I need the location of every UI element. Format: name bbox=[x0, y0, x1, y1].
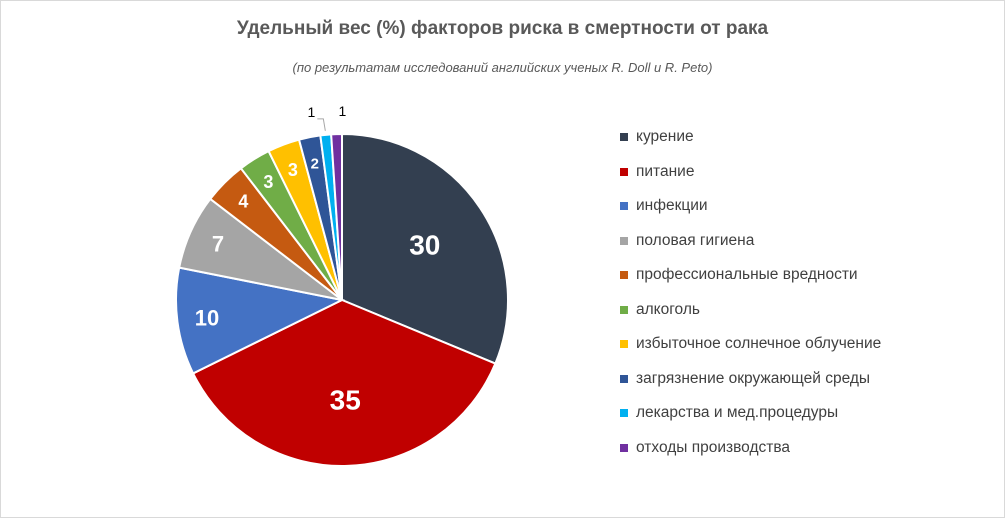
data-label-8: 2 bbox=[311, 155, 319, 172]
pie-slice-2 bbox=[191, 298, 497, 467]
legend-label: загрязнение окружающей среды bbox=[636, 369, 871, 387]
pie-slice-1 bbox=[341, 132, 509, 365]
legend-swatch bbox=[620, 236, 628, 245]
data-label-1: 30 bbox=[409, 229, 440, 260]
legend-item-10: отходы производства bbox=[620, 431, 881, 466]
legend-swatch bbox=[620, 340, 628, 349]
legend: курение питание инфекции половая гигиена про… bbox=[620, 120, 881, 465]
legend-item-2: питание bbox=[620, 155, 881, 190]
legend-label: профессиональные вредности bbox=[636, 266, 858, 284]
pie-slice-10 bbox=[330, 132, 343, 301]
legend-label: курение bbox=[636, 128, 694, 146]
data-label-10: 1 bbox=[339, 103, 347, 119]
legend-label: питание bbox=[636, 162, 695, 180]
chart-title: Удельный вес (%) факторов риска в смертн… bbox=[236, 18, 769, 39]
legend-item-3: инфекции bbox=[620, 189, 881, 224]
legend-swatch bbox=[620, 271, 628, 280]
legend-label: инфекции bbox=[636, 197, 708, 215]
data-label-6: 3 bbox=[263, 172, 273, 192]
legend-swatch bbox=[620, 202, 628, 211]
legend-label: алкоголь bbox=[636, 300, 700, 318]
legend-swatch bbox=[620, 374, 628, 383]
data-label-3: 10 bbox=[195, 305, 219, 330]
legend-label: избыточное солнечное облучение bbox=[636, 335, 882, 353]
legend-item-1: курение bbox=[620, 120, 881, 155]
pie-slice-3 bbox=[175, 266, 346, 375]
legend-swatch bbox=[620, 305, 628, 314]
legend-item-4: половая гигиена bbox=[620, 224, 881, 259]
chart-subtitle: (по результатам исследований английских … bbox=[292, 60, 713, 75]
legend-label: отходы производства bbox=[636, 438, 791, 456]
legend-label: половая гигиена bbox=[636, 231, 755, 249]
legend-swatch bbox=[620, 167, 628, 176]
data-label-4: 7 bbox=[212, 232, 224, 257]
data-label-5: 4 bbox=[238, 192, 248, 212]
legend-item-9: лекарства и мед.процедуры bbox=[620, 396, 881, 431]
data-label-2: 35 bbox=[330, 384, 361, 415]
legend-swatch bbox=[620, 133, 628, 142]
data-label-7: 3 bbox=[288, 160, 298, 180]
legend-swatch bbox=[620, 443, 628, 452]
legend-item-8: загрязнение окружающей среды bbox=[620, 362, 881, 397]
data-label-9: 1 bbox=[307, 104, 315, 120]
legend-item-5: профессиональные вредности bbox=[620, 258, 881, 293]
legend-item-7: избыточное солнечное облучение bbox=[620, 327, 881, 362]
leader-line-9 bbox=[317, 118, 326, 131]
legend-item-6: алкоголь bbox=[620, 293, 881, 328]
legend-label: лекарства и мед.процедуры bbox=[636, 404, 839, 422]
legend-swatch bbox=[620, 409, 628, 418]
